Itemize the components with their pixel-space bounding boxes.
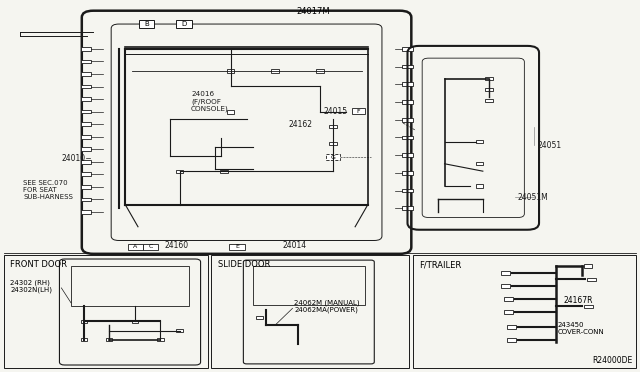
Bar [253,266,365,305]
Bar [584,305,593,308]
Bar [500,284,509,288]
Bar [485,77,493,80]
Bar [403,100,413,104]
Bar [403,189,413,192]
Bar [504,297,513,301]
Bar [81,47,91,51]
Bar [4,254,208,368]
Text: SEE SEC.070
FOR SEAT
SUB-HARNESS: SEE SEC.070 FOR SEAT SUB-HARNESS [23,180,73,200]
Bar [106,338,113,341]
Bar [81,97,91,101]
Text: 24051: 24051 [537,141,561,150]
Text: FRONT DOOR: FRONT DOOR [10,260,67,269]
Text: 24016
(F/ROOF
CONSOLE): 24016 (F/ROOF CONSOLE) [191,92,228,112]
Bar [587,278,596,281]
Bar [211,254,410,368]
Bar [403,65,413,68]
Bar [507,338,516,341]
Bar [403,153,413,157]
Text: E: E [235,244,239,250]
Bar [157,338,164,341]
Bar [256,316,262,319]
Text: 243450
COVER-CONN: 243450 COVER-CONN [557,322,604,335]
Bar [81,198,91,201]
Bar [128,244,143,250]
Bar [81,338,87,341]
Text: 24167R: 24167R [564,296,593,305]
Bar [227,70,234,73]
Text: 24051M: 24051M [518,193,548,202]
Text: F: F [356,109,360,114]
Text: C: C [148,244,153,250]
Text: 24010: 24010 [61,154,86,163]
Bar [81,135,91,138]
Bar [329,125,337,128]
Bar [485,99,493,102]
Text: 24162: 24162 [288,121,312,129]
Bar [81,210,91,214]
Bar [81,72,91,76]
Bar [81,185,91,189]
Bar [71,266,189,307]
Text: 24017M: 24017M [297,7,330,16]
Bar [403,118,413,122]
Bar [403,171,413,175]
Text: A: A [133,244,138,250]
Text: 24014: 24014 [282,241,307,250]
Bar [403,83,413,86]
Bar [176,20,191,28]
Bar [403,135,413,139]
Bar [500,271,509,275]
Bar [413,254,636,368]
Bar [175,170,183,173]
Bar [81,160,91,164]
Bar [81,85,91,89]
Bar [507,325,516,329]
Text: 24015: 24015 [323,108,348,116]
Bar [329,142,337,145]
Text: F/TRAILER: F/TRAILER [419,260,461,269]
Bar [316,70,324,73]
Text: 24302 (RH)
24302N(LH): 24302 (RH) 24302N(LH) [10,279,52,293]
Bar [403,47,413,51]
Text: G: G [331,155,336,160]
Bar [476,140,483,143]
Text: D: D [181,21,187,27]
Bar [227,110,234,113]
Text: 24160: 24160 [164,241,188,250]
Bar [81,122,91,126]
Bar [485,88,493,91]
Bar [81,60,91,63]
Bar [220,170,228,173]
Bar [584,264,592,267]
Bar [81,320,87,323]
Bar [81,110,91,113]
Bar [81,173,91,176]
Bar [352,108,365,115]
Text: 24062M (MANUAL)
24062MA(POWER): 24062M (MANUAL) 24062MA(POWER) [294,299,360,314]
Text: R24000DE: R24000DE [593,356,633,365]
Bar [81,147,91,151]
Bar [139,20,154,28]
Bar [132,320,138,323]
Bar [476,162,483,166]
Bar [176,329,182,332]
Bar [476,185,483,187]
Bar [143,244,159,250]
Bar [326,154,340,160]
Bar [271,70,279,73]
Bar [504,310,513,314]
Text: SLIDE DOOR: SLIDE DOOR [218,260,270,269]
Text: B: B [144,21,148,27]
Bar [403,206,413,210]
Bar [229,244,244,250]
